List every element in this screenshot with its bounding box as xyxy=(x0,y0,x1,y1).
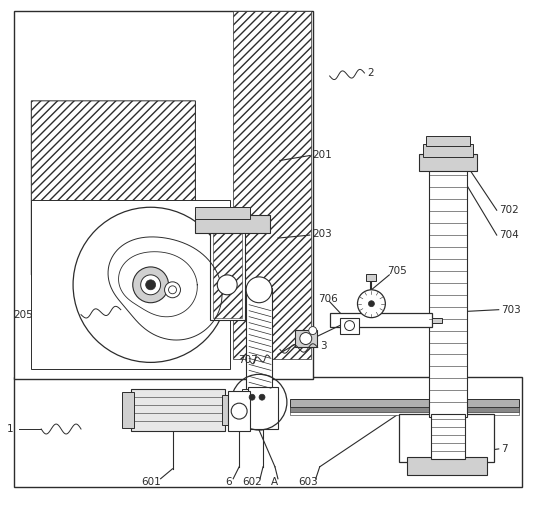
Bar xyxy=(131,389,225,431)
Bar xyxy=(429,169,467,417)
Bar xyxy=(222,395,232,425)
Circle shape xyxy=(249,394,255,400)
Text: 703: 703 xyxy=(501,305,521,315)
Bar xyxy=(233,11,311,360)
Bar xyxy=(228,391,250,431)
Bar xyxy=(407,457,487,475)
Bar xyxy=(246,288,272,392)
Text: 1: 1 xyxy=(6,424,13,434)
Circle shape xyxy=(246,277,272,302)
Bar xyxy=(290,399,519,407)
Bar xyxy=(14,377,522,487)
Bar xyxy=(340,318,359,333)
Text: 707: 707 xyxy=(238,356,258,366)
Bar xyxy=(195,215,270,233)
Text: 3: 3 xyxy=(320,341,326,351)
Circle shape xyxy=(164,282,180,298)
Bar xyxy=(32,101,195,275)
Circle shape xyxy=(133,267,169,302)
Bar xyxy=(32,200,230,369)
Text: 702: 702 xyxy=(499,205,519,215)
Bar xyxy=(423,143,473,157)
Text: 205: 205 xyxy=(13,310,33,320)
Text: 2: 2 xyxy=(367,68,374,78)
Circle shape xyxy=(368,301,374,307)
Circle shape xyxy=(357,290,386,318)
Bar xyxy=(245,405,275,420)
Circle shape xyxy=(217,275,237,295)
Bar xyxy=(290,407,519,412)
Text: A: A xyxy=(271,477,279,487)
Text: 603: 603 xyxy=(298,477,318,487)
Bar xyxy=(290,412,519,415)
Text: 7: 7 xyxy=(501,444,507,454)
Circle shape xyxy=(140,275,161,295)
Text: 705: 705 xyxy=(387,266,407,276)
Circle shape xyxy=(309,327,317,334)
Text: 6: 6 xyxy=(225,477,232,487)
Text: 706: 706 xyxy=(318,294,337,304)
Bar xyxy=(431,414,465,459)
Polygon shape xyxy=(32,200,195,275)
Circle shape xyxy=(344,321,355,331)
Text: 602: 602 xyxy=(242,477,262,487)
Circle shape xyxy=(259,394,265,400)
Text: 201: 201 xyxy=(312,149,332,160)
Bar xyxy=(366,274,376,281)
Text: 203: 203 xyxy=(312,229,332,239)
Bar xyxy=(122,392,134,428)
Bar xyxy=(295,330,317,347)
Circle shape xyxy=(169,286,177,294)
Bar xyxy=(14,11,313,379)
Bar xyxy=(210,230,245,320)
Bar xyxy=(213,233,242,318)
Circle shape xyxy=(231,403,247,419)
Polygon shape xyxy=(32,101,195,275)
Text: 704: 704 xyxy=(499,230,519,240)
Bar xyxy=(399,414,494,462)
Bar xyxy=(248,417,272,429)
Bar xyxy=(329,313,432,327)
Circle shape xyxy=(300,333,312,344)
Bar xyxy=(242,389,278,409)
Bar xyxy=(248,387,278,429)
Bar xyxy=(426,136,470,145)
Text: 601: 601 xyxy=(141,477,161,487)
Circle shape xyxy=(146,280,155,290)
Bar xyxy=(419,154,477,172)
Circle shape xyxy=(73,207,228,363)
Bar xyxy=(432,318,442,323)
Bar xyxy=(195,207,250,219)
